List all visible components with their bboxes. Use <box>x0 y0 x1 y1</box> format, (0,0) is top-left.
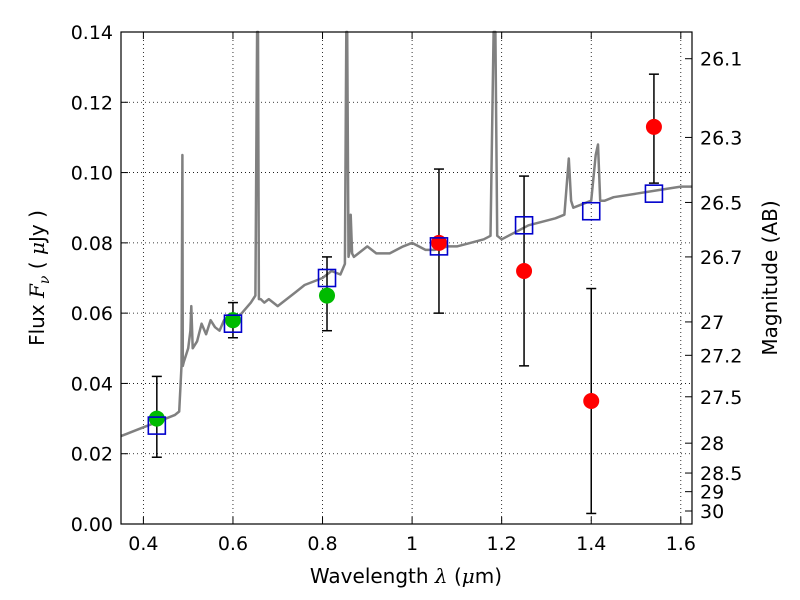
data-points <box>147 118 664 435</box>
data-point-circle <box>148 410 165 427</box>
y-tick-label: 0.14 <box>71 22 113 44</box>
model-square <box>317 268 337 288</box>
right-tick-label: 26.1 <box>700 49 742 71</box>
model-square <box>429 237 449 256</box>
right-tick-label: 27 <box>700 312 724 334</box>
spectrum <box>120 30 692 438</box>
data-point-circle <box>224 312 241 329</box>
x-axis-label: Wavelength λ (μm) <box>310 564 502 588</box>
y-tick-label: 0.12 <box>71 92 113 114</box>
data-point-circle <box>645 118 662 135</box>
y-tick-label: 0.08 <box>71 233 113 255</box>
right-tick-label: 26.7 <box>700 247 742 269</box>
right-tick-label: 26.5 <box>700 192 742 214</box>
x-tick-label: 1.2 <box>487 533 517 555</box>
model-square <box>147 416 167 435</box>
spectrum-line <box>120 30 692 438</box>
x-tick-label: 1.4 <box>576 533 606 555</box>
right-tick-label: 28 <box>700 433 724 455</box>
y-tick-label: 0.00 <box>71 514 113 536</box>
x-tick-label: 1.6 <box>666 533 696 555</box>
data-point-circle <box>516 262 533 279</box>
y-tick-label: 0.06 <box>71 303 113 325</box>
y-axis-ticks: 0.00 0.02 0.04 0.06 0.08 0.10 0.12 0.14 <box>71 22 128 536</box>
plot-frame <box>120 31 693 525</box>
x-tick-label: 0.6 <box>218 533 248 555</box>
x-tick-label: 0.8 <box>307 533 337 555</box>
y-tick-label: 0.10 <box>71 163 113 185</box>
right-tick-label: 26.3 <box>700 127 742 149</box>
right-tick-label: 29 <box>700 482 724 504</box>
grid <box>121 31 692 525</box>
data-point-circle <box>319 287 336 304</box>
x-tick-label: 1 <box>406 533 418 555</box>
right-axis-label: Magnitude (AB) <box>758 200 782 355</box>
model-square <box>581 201 601 221</box>
model-square <box>644 184 664 203</box>
error-bars <box>151 73 659 515</box>
data-point-circle <box>583 393 600 409</box>
x-tick-label: 0.4 <box>128 533 158 555</box>
y-tick-label: 0.02 <box>71 444 113 466</box>
data-point-circle <box>430 234 447 251</box>
right-tick-label: 30 <box>700 501 724 523</box>
model-square <box>223 314 243 333</box>
right-tick-label: 28.5 <box>700 463 742 485</box>
model-square <box>514 215 534 235</box>
y-tick-label: 0.04 <box>71 373 113 395</box>
x-axis-ticks: 0.4 0.6 0.8 1 1.2 1.4 1.6 <box>128 32 696 555</box>
right-tick-label: 27.5 <box>700 387 742 409</box>
y-axis-label: Flux Fν ( μJy ) <box>25 210 53 346</box>
right-tick-label: 27.2 <box>700 345 742 367</box>
